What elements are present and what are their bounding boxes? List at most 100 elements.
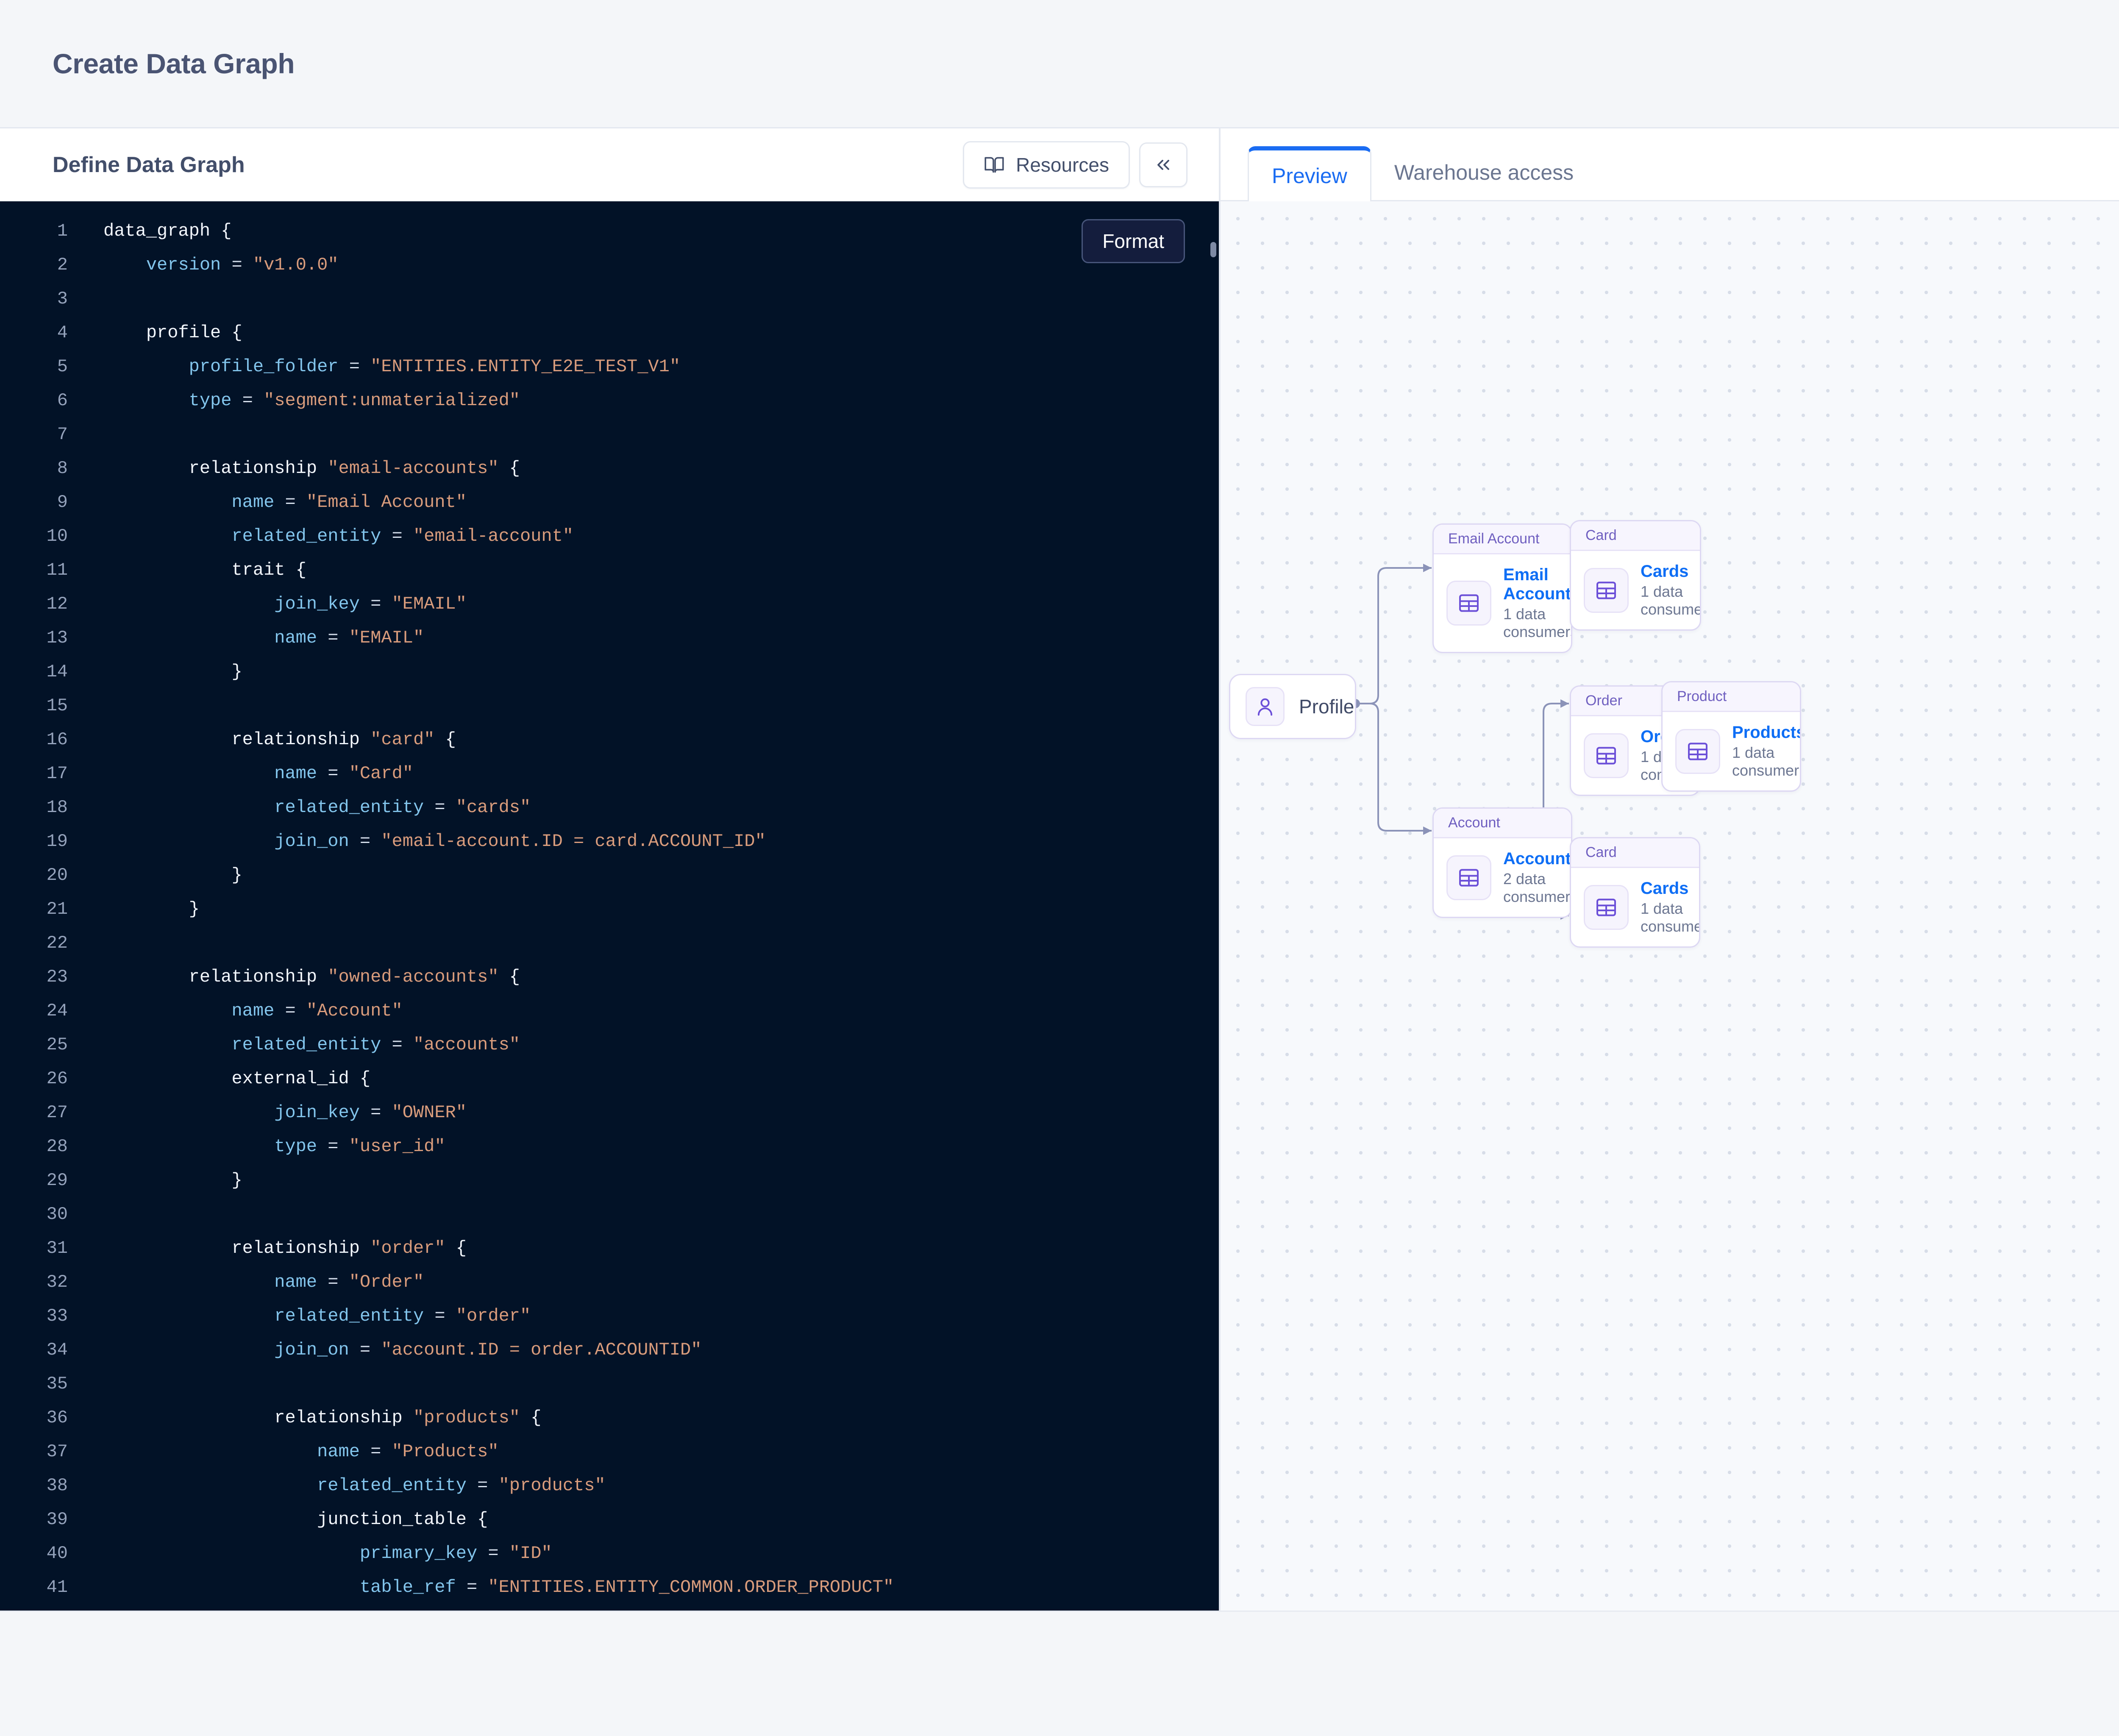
code-line: 8 relationship "email-accounts" {: [0, 451, 1219, 485]
code-line: 19 join_on = "email-account.ID = card.AC…: [0, 824, 1219, 858]
graph-canvas[interactable]: Profile Email Account Email Ac: [1221, 201, 2119, 1611]
line-number: 14: [46, 662, 68, 682]
code-line: 11 trait {: [0, 553, 1219, 587]
code-line-text: name = "Card": [274, 763, 413, 784]
line-number: 19: [46, 831, 68, 851]
code-line: 22: [0, 926, 1219, 960]
node-title-link[interactable]: Email Accounts: [1503, 565, 1571, 603]
node-title-link[interactable]: Accounts: [1503, 849, 1571, 868]
line-number: 39: [46, 1509, 68, 1530]
line-number: 21: [46, 899, 68, 919]
code-line: 21 }: [0, 892, 1219, 926]
tab-warehouse-access[interactable]: Warehouse access: [1394, 161, 1574, 184]
line-number: 10: [46, 526, 68, 546]
code-line-text: relationship "products" {: [274, 1408, 542, 1428]
code-line: 15: [0, 689, 1219, 723]
code-line: 30: [0, 1197, 1219, 1231]
code-line-text: join_key = "EMAIL": [274, 594, 467, 614]
code-line: 2 version = "v1.0.0": [0, 248, 1219, 282]
main-content: Define Data Graph Resources: [0, 127, 2119, 1611]
table-icon: [1584, 733, 1629, 778]
code-line-text: table_ref = "ENTITIES.ENTITY_COMMON.ORDE…: [359, 1577, 894, 1597]
code-line-text: external_id {: [231, 1068, 371, 1089]
code-line: 32 name = "Order": [0, 1265, 1219, 1299]
node-body: Email Accounts 1 data consumers: [1434, 554, 1571, 652]
resources-button[interactable]: Resources: [963, 141, 1130, 189]
code-line: 31 relationship "order" {: [0, 1231, 1219, 1265]
editor-scrollbar-thumb[interactable]: [1210, 242, 1216, 257]
line-number: 15: [46, 696, 68, 716]
line-number: 33: [46, 1306, 68, 1326]
line-number: 12: [46, 594, 68, 614]
code-line-text: [68, 282, 103, 316]
app-header: Create Data Graph Cancel: [0, 0, 2119, 127]
code-line-text: relationship "card" {: [231, 729, 456, 750]
tab-preview[interactable]: Preview: [1248, 146, 1371, 201]
code-line-text: trait {: [231, 560, 306, 580]
line-number: 40: [46, 1543, 68, 1564]
code-line: 20 }: [0, 858, 1219, 892]
node-title-link[interactable]: Cards: [1641, 562, 1689, 581]
line-number: 13: [46, 628, 68, 648]
graph-node-product[interactable]: Product Products 1 data consumer: [1661, 681, 1801, 792]
node-consumers-count: 1 data consumers: [1503, 605, 1572, 640]
code-line-text: [68, 1367, 103, 1401]
code-line-text: name = "Products": [317, 1441, 499, 1462]
code-line: 38 related_entity = "products": [0, 1469, 1219, 1502]
preview-tabs: Preview Warehouse access: [1221, 128, 2119, 201]
code-editor[interactable]: Format 1 data_graph { 2 version = "v1.0.0"…: [0, 201, 1219, 1611]
code-line: 12 join_key = "EMAIL": [0, 587, 1219, 621]
code-line-list: 1 data_graph { 2 version = "v1.0.0" 3 4 prof…: [0, 214, 1219, 1604]
node-title-link[interactable]: Cards: [1641, 879, 1689, 898]
code-line-text: name = "Account": [231, 1001, 403, 1021]
code-line-text: }: [231, 865, 242, 885]
code-line-text: related_entity = "cards": [274, 797, 531, 818]
preview-pane: Preview Warehouse access: [1221, 127, 2119, 1611]
code-line-text: related_entity = "accounts": [231, 1035, 520, 1055]
graph-node-card-bottom[interactable]: Card Cards 1 data consumers: [1570, 837, 1700, 948]
line-number: 9: [57, 492, 68, 512]
collapse-panel-button[interactable]: [1139, 142, 1187, 187]
book-icon: [984, 154, 1005, 175]
line-number: 23: [46, 967, 68, 987]
node-header-label: Account: [1434, 809, 1571, 838]
code-line: 14 }: [0, 655, 1219, 689]
footer-bar: Save: [0, 1611, 2119, 1736]
graph-node-profile[interactable]: Profile: [1229, 674, 1356, 739]
format-button[interactable]: Format: [1082, 219, 1185, 263]
line-number: 28: [46, 1136, 68, 1157]
code-line-text: name = "Order": [274, 1272, 424, 1292]
code-line-text: name = "EMAIL": [274, 628, 424, 648]
graph-node-card-top[interactable]: Card Cards 1 data consumer: [1570, 520, 1701, 631]
code-line-text: }: [231, 1170, 242, 1191]
editor-toolbar: Define Data Graph Resources: [0, 128, 1219, 201]
page-title: Create Data Graph: [53, 48, 295, 79]
code-line-text: relationship "email-accounts" {: [189, 458, 520, 479]
code-line-text: data_graph {: [103, 221, 232, 241]
line-number: 29: [46, 1170, 68, 1191]
node-text: Accounts 2 data consumers: [1503, 849, 1571, 906]
code-line-text: profile_folder = "ENTITIES.ENTITY_E2E_TE…: [189, 356, 681, 377]
code-line-text: junction_table {: [317, 1509, 488, 1530]
code-line-text: related_entity = "order": [274, 1306, 531, 1326]
line-number: 1: [57, 221, 68, 241]
line-number: 11: [46, 560, 68, 580]
code-line: 4 profile {: [0, 316, 1219, 350]
graph-node-email-account[interactable]: Email Account Email Accounts 1 data cons…: [1432, 523, 1572, 653]
code-line: 7: [0, 417, 1219, 451]
code-line: 27 join_key = "OWNER": [0, 1096, 1219, 1130]
chevron-double-left-icon: [1153, 155, 1174, 175]
line-number: 38: [46, 1475, 68, 1496]
editor-toolbar-actions: Resources: [963, 141, 1187, 189]
code-line-text: join_key = "OWNER": [274, 1102, 467, 1123]
code-line: 28 type = "user_id": [0, 1130, 1219, 1163]
line-number: 3: [57, 289, 68, 309]
graph-node-account[interactable]: Account Accounts 2 data consumers: [1432, 807, 1572, 918]
node-body: Products 1 data consumer: [1663, 712, 1800, 790]
editor-panel-title: Define Data Graph: [53, 153, 245, 177]
code-line-text: primary_key = "ID": [359, 1543, 552, 1564]
code-line-text: [68, 689, 103, 723]
node-title-link[interactable]: Products: [1732, 723, 1801, 742]
table-icon: [1584, 568, 1629, 613]
code-line-text: related_entity = "products": [317, 1475, 606, 1496]
